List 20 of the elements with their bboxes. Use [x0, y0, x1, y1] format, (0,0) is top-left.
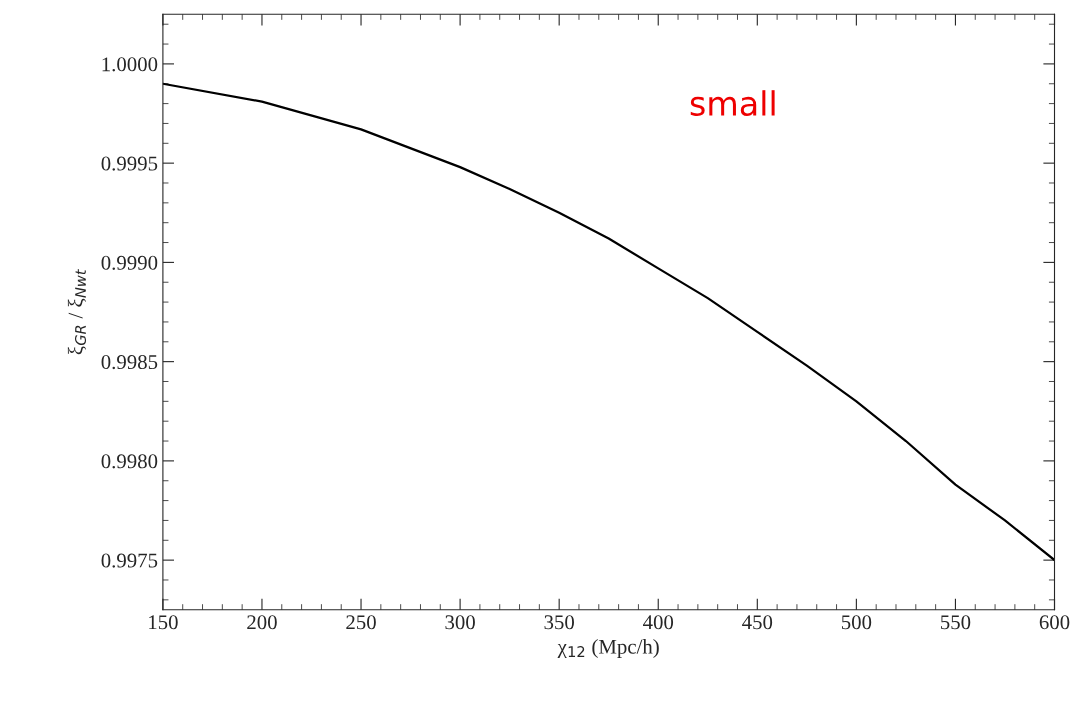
annotation: small — [690, 90, 775, 116]
y-tick-label: 0.9985 — [101, 355, 158, 370]
line-series — [162, 82, 1055, 562]
x-tick-label: 200 — [247, 615, 277, 630]
y-tick-label: 0.9975 — [101, 553, 158, 568]
y-tick-label: 1.0000 — [102, 57, 158, 72]
y-tick-label: 0.9980 — [101, 454, 158, 469]
x-tick-label: 250 — [346, 615, 376, 630]
x-tick-label: 500 — [841, 615, 872, 630]
x-tick-label: 450 — [742, 615, 773, 630]
y-tick-label: 0.9990 — [101, 255, 158, 270]
x-tick-label: 300 — [445, 615, 475, 630]
x-tick-label: 600 — [1039, 615, 1070, 630]
y-axis-title: ξ$_{GR}$ / ξ$_{Nwt}$ — [67, 269, 87, 355]
x-tick-label: 550 — [941, 615, 971, 630]
x-tick-label: 400 — [643, 615, 674, 630]
x-tick-label: 350 — [544, 615, 574, 630]
x-axis-title: χ$_{12}$ (Mpc/h) — [557, 639, 659, 658]
x-tick-label: 150 — [149, 615, 178, 630]
y-tick-label: 0.9995 — [101, 156, 158, 171]
